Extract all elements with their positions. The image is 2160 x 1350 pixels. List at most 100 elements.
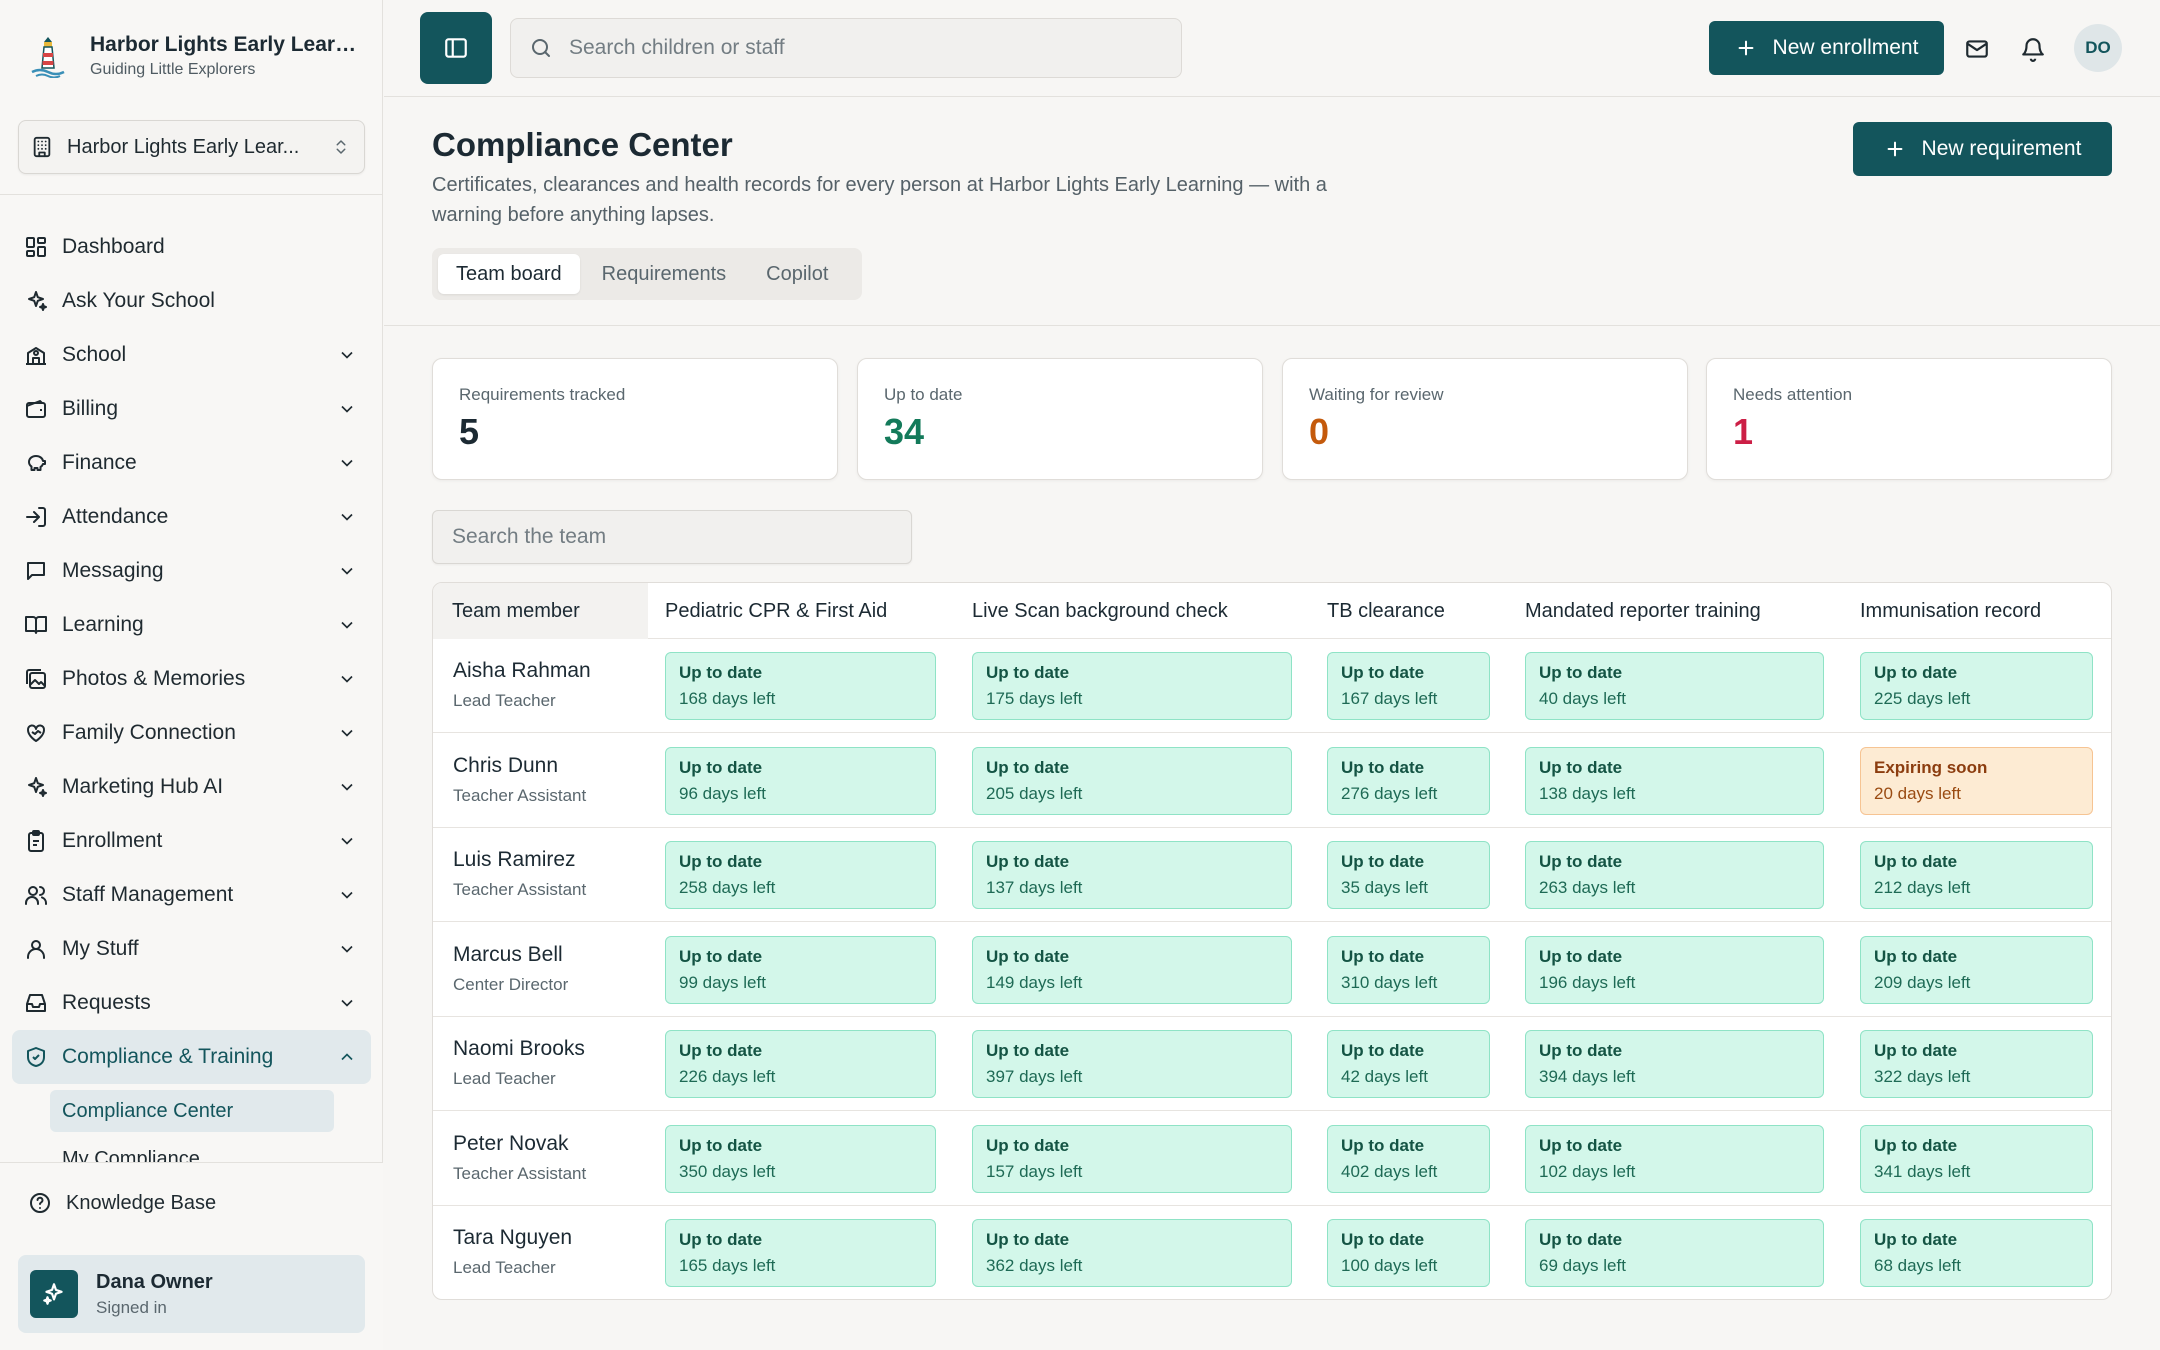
sidebar-toggle-button[interactable]: [420, 12, 492, 84]
school-icon: [26, 347, 46, 365]
tab-copilot[interactable]: Copilot: [766, 262, 829, 285]
sidebar-item-billing[interactable]: Billing: [12, 382, 371, 436]
school-selector[interactable]: Harbor Lights Early Lear...: [18, 120, 365, 174]
tab-requirements[interactable]: Requirements: [601, 262, 727, 285]
sparkles-icon: [43, 1283, 63, 1305]
sidebar-item-compliance-training[interactable]: Compliance & Training: [12, 1030, 371, 1084]
compliance-status-cell[interactable]: Up to date 167 days left: [1327, 652, 1490, 720]
compliance-status-cell[interactable]: Up to date 137 days left: [972, 841, 1292, 909]
compliance-status-cell[interactable]: Up to date 258 days left: [665, 841, 936, 909]
user-avatar-button[interactable]: DO: [2074, 24, 2122, 72]
stat-card-requirements-tracked: Requirements tracked 5: [432, 358, 838, 480]
column-header-live-scan[interactable]: Live Scan background check: [972, 599, 1228, 622]
compliance-status-cell[interactable]: Up to date 276 days left: [1327, 746, 1490, 815]
team-member-name: Aisha Rahman: [453, 659, 591, 682]
team-member-role: Lead Teacher: [453, 1069, 556, 1088]
compliance-status-cell[interactable]: Up to date 102 days left: [1525, 1124, 1824, 1193]
sidebar-item-enrollment[interactable]: Enrollment: [12, 814, 371, 868]
sidebar-item-learning[interactable]: Learning: [12, 598, 371, 652]
team-member-marcus-bell[interactable]: Marcus Bell Center Director: [453, 943, 643, 995]
sidebar-item-finance[interactable]: Finance: [12, 436, 371, 490]
team-member-tara-nguyen[interactable]: Tara Nguyen Lead Teacher: [453, 1226, 643, 1278]
user-card[interactable]: Dana Owner Signed in: [18, 1255, 365, 1333]
compliance-status-cell[interactable]: Up to date 362 days left: [972, 1219, 1292, 1287]
column-header-immunisation[interactable]: Immunisation record: [1860, 599, 2042, 622]
compliance-status-cell[interactable]: Up to date 226 days left: [665, 1030, 936, 1098]
compliance-status-cell[interactable]: Up to date 99 days left: [665, 935, 936, 1004]
compliance-status-cell[interactable]: Up to date 96 days left: [665, 746, 936, 815]
compliance-status-cell[interactable]: Up to date 209 days left: [1860, 935, 2093, 1004]
team-member-naomi-brooks[interactable]: Naomi Brooks Lead Teacher: [453, 1037, 643, 1089]
sidebar-item-my-stuff[interactable]: My Stuff: [12, 922, 371, 976]
compliance-status-cell[interactable]: Up to date 42 days left: [1327, 1030, 1490, 1098]
compliance-status-cell[interactable]: Up to date 196 days left: [1525, 935, 1824, 1004]
table-row[interactable]: Marcus Bell Center Director Up to date 99 d…: [433, 923, 2111, 1017]
compliance-status-cell[interactable]: Up to date 68 days left: [1860, 1219, 2093, 1287]
table-row[interactable]: Naomi Brooks Lead Teacher Up to date 226 da…: [433, 1017, 2111, 1111]
table-row[interactable]: Tara Nguyen Lead Teacher Up to date 165 day…: [433, 1206, 2111, 1299]
team-member-aisha-rahman[interactable]: Aisha Rahman Lead Teacher: [453, 659, 643, 711]
compliance-status-cell[interactable]: Up to date 40 days left: [1525, 652, 1824, 720]
column-header-mandated-reporter[interactable]: Mandated reporter training: [1525, 599, 1761, 622]
sidebar-item-photos-memories[interactable]: Photos & Memories: [12, 652, 371, 706]
compliance-status-cell[interactable]: Up to date 310 days left: [1327, 935, 1490, 1004]
book-icon: [25, 616, 47, 634]
sidebar-item-staff-management[interactable]: Staff Management: [12, 868, 371, 922]
compliance-status-cell[interactable]: Up to date 322 days left: [1860, 1030, 2093, 1098]
compliance-status-cell[interactable]: Up to date 138 days left: [1525, 746, 1824, 815]
compliance-status-cell[interactable]: Up to date 100 days left: [1327, 1219, 1490, 1287]
days-left: 167 days left: [1341, 689, 1438, 708]
compliance-status-cell[interactable]: Up to date 350 days left: [665, 1124, 936, 1193]
compliance-status-cell[interactable]: Up to date 341 days left: [1860, 1124, 2093, 1193]
compliance-status-cell[interactable]: Up to date 402 days left: [1327, 1124, 1490, 1193]
table-row[interactable]: Luis Ramirez Teacher Assistant Up to date 2…: [433, 828, 2111, 922]
mail-icon[interactable]: [1964, 36, 1990, 62]
compliance-status-cell[interactable]: Up to date 149 days left: [972, 935, 1292, 1004]
column-header-tb-clearance[interactable]: TB clearance: [1327, 599, 1445, 622]
team-member-chris-dunn[interactable]: Chris Dunn Teacher Assistant: [453, 754, 643, 806]
bell-icon[interactable]: [2020, 36, 2046, 62]
global-search-input[interactable]: Search children or staff: [510, 18, 1182, 78]
page-description: Certificates, clearances and health reco…: [432, 174, 1327, 226]
sidebar-item-marketing-hub-ai[interactable]: Marketing Hub AI: [12, 760, 371, 814]
column-header-pediatric-cpr[interactable]: Pediatric CPR & First Aid: [665, 599, 888, 622]
tab-team-board[interactable]: Team board: [438, 254, 580, 294]
days-left: 322 days left: [1874, 1067, 1971, 1086]
sidebar-item-ask-your-school[interactable]: Ask Your School: [12, 274, 371, 328]
brand[interactable]: Harbor Lights Early Learn... Guiding Lit…: [28, 28, 368, 84]
sidebar-item-dashboard[interactable]: Dashboard: [12, 220, 371, 274]
column-header-team-member[interactable]: Team member: [433, 583, 648, 639]
team-member-peter-novak[interactable]: Peter Novak Teacher Assistant: [453, 1132, 643, 1184]
sidebar-item-label: Learning: [62, 613, 144, 636]
compliance-status-cell[interactable]: Up to date 168 days left: [665, 652, 936, 720]
submenu-item-compliance-center[interactable]: Compliance Center: [50, 1090, 334, 1132]
sidebar-item-family-connection[interactable]: Family Connection: [12, 706, 371, 760]
table-row[interactable]: Peter Novak Teacher Assistant Up to date 35…: [433, 1112, 2111, 1206]
days-left: 175 days left: [986, 689, 1083, 708]
stat-label: Needs attention: [1733, 385, 1853, 404]
compliance-status-cell[interactable]: Up to date 157 days left: [972, 1124, 1292, 1193]
compliance-status-cell[interactable]: Up to date 69 days left: [1525, 1219, 1824, 1287]
compliance-status-cell[interactable]: Up to date 212 days left: [1860, 841, 2093, 909]
sidebar-item-school[interactable]: School: [12, 328, 371, 382]
compliance-status-cell[interactable]: Up to date 205 days left: [972, 746, 1292, 815]
compliance-status-cell[interactable]: Up to date 225 days left: [1860, 652, 2093, 720]
sidebar-item-requests[interactable]: Requests: [12, 976, 371, 1030]
compliance-status-cell[interactable]: Up to date 175 days left: [972, 652, 1292, 720]
compliance-status-cell[interactable]: Expiring soon 20 days left: [1860, 746, 2093, 815]
compliance-status-cell[interactable]: Up to date 397 days left: [972, 1030, 1292, 1098]
team-search-input[interactable]: Search the team: [432, 510, 912, 564]
sidebar-item-messaging[interactable]: Messaging: [12, 544, 371, 598]
compliance-status-cell[interactable]: Up to date 394 days left: [1525, 1030, 1824, 1098]
chevron-down-icon: [341, 999, 353, 1007]
new-requirement-button[interactable]: New requirement: [1853, 122, 2112, 176]
compliance-status-cell[interactable]: Up to date 263 days left: [1525, 841, 1824, 909]
sidebar-item-attendance[interactable]: Attendance: [12, 490, 371, 544]
compliance-status-cell[interactable]: Up to date 35 days left: [1327, 841, 1490, 909]
new-enrollment-button[interactable]: New enrollment: [1709, 21, 1944, 75]
team-member-luis-ramirez[interactable]: Luis Ramirez Teacher Assistant: [453, 848, 643, 900]
table-row[interactable]: Chris Dunn Teacher Assistant Up to date 96 …: [433, 734, 2111, 828]
table-row[interactable]: Aisha Rahman Lead Teacher Up to date 168 da…: [433, 639, 2111, 733]
compliance-status-cell[interactable]: Up to date 165 days left: [665, 1219, 936, 1287]
knowledge-base-link[interactable]: Knowledge Base: [28, 1191, 216, 1215]
